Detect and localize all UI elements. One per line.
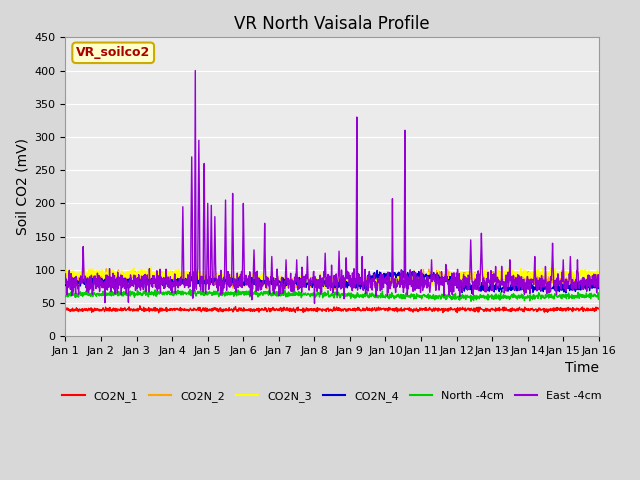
Text: VR_soilco2: VR_soilco2 [76,46,150,60]
X-axis label: Time: Time [565,361,599,375]
Title: VR North Vaisala Profile: VR North Vaisala Profile [234,15,430,33]
Y-axis label: Soil CO2 (mV): Soil CO2 (mV) [15,138,29,235]
Legend: CO2N_1, CO2N_2, CO2N_3, CO2N_4, North -4cm, East -4cm: CO2N_1, CO2N_2, CO2N_3, CO2N_4, North -4… [58,386,606,407]
